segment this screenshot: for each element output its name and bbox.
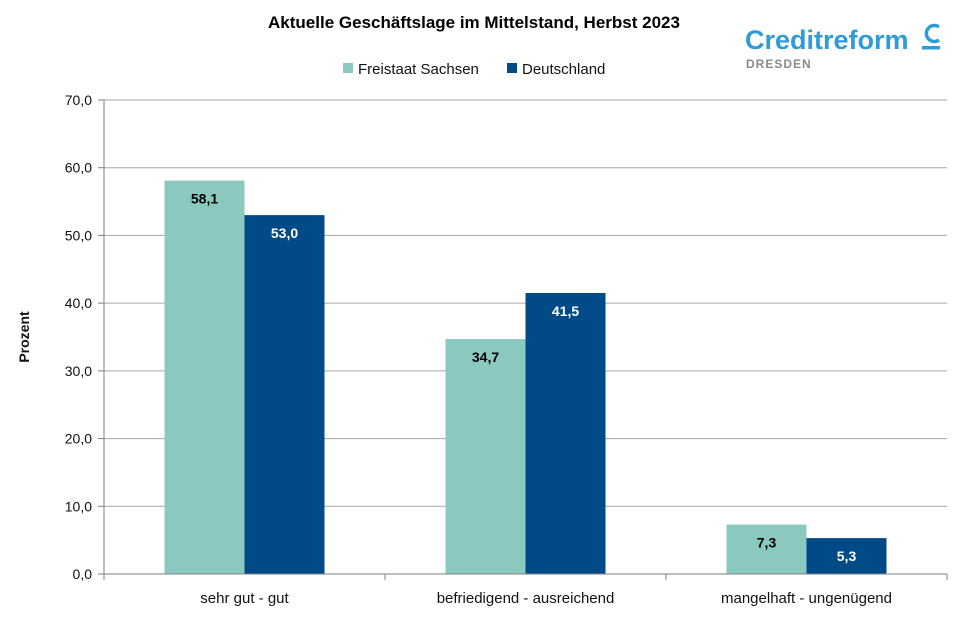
bar [726, 524, 807, 574]
x-tick-label: mangelhaft - ungenügend [721, 590, 892, 607]
x-tick-label: sehr gut - gut [200, 590, 289, 607]
y-axis-ticks: 0,0 10,0 20,0 30,0 40,0 50,0 60,0 70,0 [65, 92, 104, 582]
bar [806, 538, 887, 574]
bar [445, 339, 526, 574]
y-tick-label: 0,0 [73, 566, 93, 582]
data-labels: 58,1 53,0 34,7 41,5 7,3 5,3 [191, 191, 857, 565]
chart-title: Aktuelle Geschäftslage im Mittelstand, H… [268, 13, 680, 32]
bar [525, 292, 606, 574]
legend-label-deutschland: Deutschland [522, 61, 605, 78]
axes [103, 100, 947, 575]
data-label: 53,0 [271, 225, 298, 241]
legend-swatch-sachsen [343, 63, 353, 73]
y-tick-label: 10,0 [65, 498, 92, 514]
logo-underline [922, 46, 940, 50]
data-label: 5,3 [837, 548, 857, 564]
data-label: 34,7 [472, 349, 499, 365]
y-tick-label: 60,0 [65, 160, 92, 176]
y-tick-label: 40,0 [65, 295, 92, 311]
legend: Freistaat Sachsen Deutschland [343, 61, 605, 78]
y-tick-label: 20,0 [65, 431, 92, 447]
logo-subtitle: DRESDEN [746, 57, 812, 71]
logo-c-icon [924, 23, 941, 44]
x-axis-ticks: sehr gut - gut befriedigend - ausreichend… [103, 574, 948, 607]
data-label: 7,3 [757, 535, 777, 551]
legend-label-sachsen: Freistaat Sachsen [358, 61, 479, 78]
bar [164, 180, 245, 574]
x-tick-label: befriedigend - ausreichend [437, 590, 615, 607]
y-tick-label: 30,0 [65, 363, 92, 379]
data-label: 58,1 [191, 191, 218, 207]
legend-swatch-deutschland [507, 63, 517, 73]
y-tick-label: 50,0 [65, 227, 92, 243]
creditreform-logo: Creditreform DRESDEN [745, 23, 941, 71]
logo-wordmark: Creditreform [745, 25, 909, 55]
data-label: 41,5 [552, 303, 579, 319]
y-axis-label: Prozent [16, 311, 32, 363]
bar [244, 215, 325, 574]
bars [164, 180, 887, 574]
y-tick-label: 70,0 [65, 92, 92, 108]
